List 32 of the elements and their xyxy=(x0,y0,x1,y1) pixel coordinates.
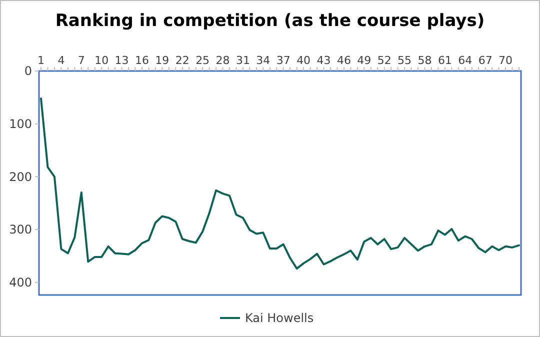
x-tick-label: 40 xyxy=(296,54,311,67)
x-tick-label: 55 xyxy=(398,54,412,67)
x-tick-label: 4 xyxy=(58,54,65,67)
x-tick-label: 13 xyxy=(114,54,129,67)
x-tick-label: 61 xyxy=(438,54,452,67)
x-tick-label: 1 xyxy=(38,54,44,67)
x-tick-label: 28 xyxy=(216,54,230,67)
y-tick-label: 300 xyxy=(9,222,32,237)
y-tick-label: 400 xyxy=(9,276,32,290)
x-tick-label: 19 xyxy=(155,54,170,67)
x-tick-label: 49 xyxy=(357,54,372,67)
x-tick-label: 52 xyxy=(377,54,392,67)
x-tick-label: 46 xyxy=(336,54,351,67)
x-tick-label: 25 xyxy=(196,54,210,67)
x-tick-label: 43 xyxy=(316,54,331,67)
x-tick-label: 34 xyxy=(256,54,270,67)
line-series xyxy=(40,97,520,270)
y-tick-label: 200 xyxy=(9,170,32,184)
x-tick-label: 31 xyxy=(236,54,250,67)
x-tick-label: 58 xyxy=(418,54,432,67)
y-tick-label: 0 xyxy=(24,64,32,78)
x-tick-label: 22 xyxy=(175,54,190,67)
x-tick-label: 16 xyxy=(134,54,149,67)
chart-title: Ranking in competition (as the course plays) xyxy=(55,11,485,31)
x-tick-label: 37 xyxy=(276,54,290,67)
legend-label: Kai Howells xyxy=(245,311,314,326)
x-tick-label: 10 xyxy=(94,54,109,67)
x-tick-label: 7 xyxy=(78,54,85,67)
x-tick-label: 67 xyxy=(478,54,492,67)
y-tick-label: 100 xyxy=(9,117,32,132)
x-tick-label: 64 xyxy=(458,54,472,67)
x-tick-label: 70 xyxy=(498,54,513,67)
